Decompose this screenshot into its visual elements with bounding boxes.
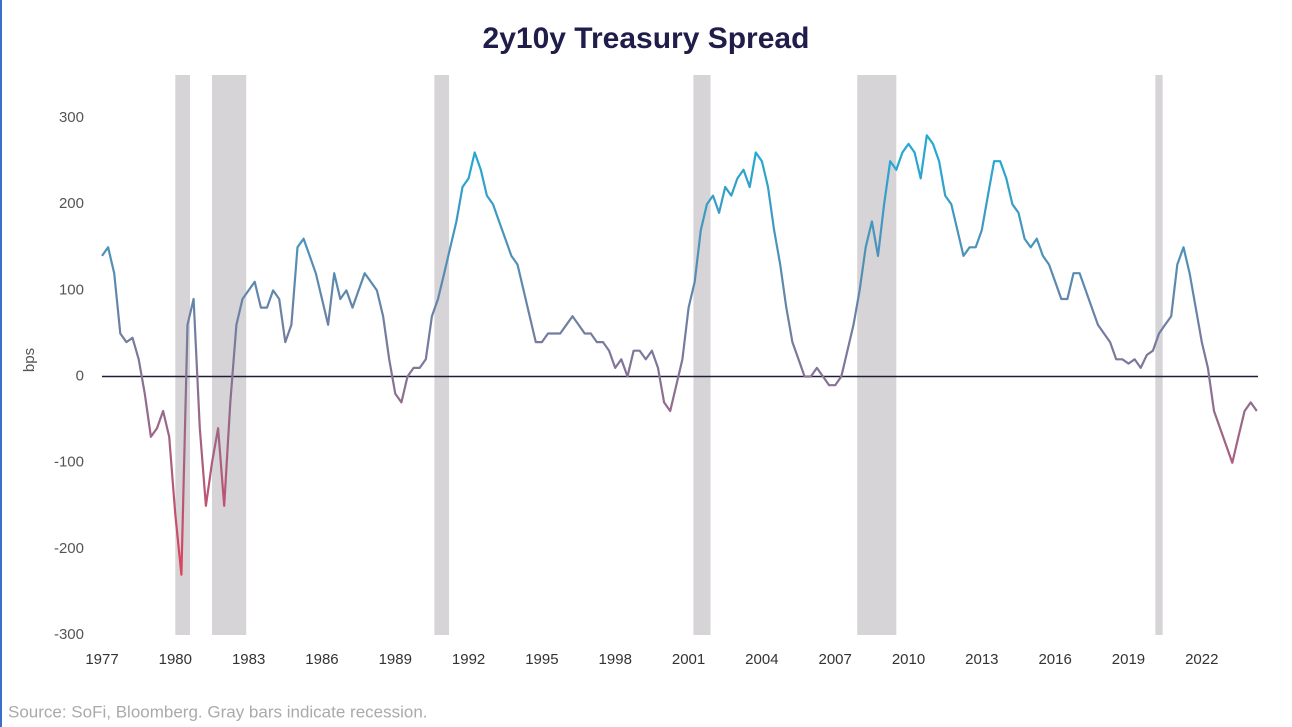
x-tick-label: 2019 bbox=[1112, 651, 1145, 668]
spread-line bbox=[101, 134, 1258, 576]
x-tick-label: 1998 bbox=[599, 651, 632, 668]
recession-bar bbox=[175, 75, 190, 635]
chart-title: 2y10y Treasury Spread bbox=[483, 22, 810, 55]
recession-bar bbox=[434, 75, 450, 635]
recession-bar bbox=[693, 75, 711, 635]
x-tick-label: 2010 bbox=[892, 651, 925, 668]
x-tick-label: 2007 bbox=[819, 651, 852, 668]
y-axis-label: bps bbox=[21, 348, 38, 372]
y-tick-label: -200 bbox=[54, 540, 84, 557]
y-tick-label: -100 bbox=[54, 454, 84, 471]
x-tick-label: 2004 bbox=[745, 651, 778, 668]
x-tick-label: 1986 bbox=[305, 651, 338, 668]
recession-bar bbox=[857, 75, 897, 635]
y-tick-label: 300 bbox=[59, 109, 84, 126]
x-tick-label: 1977 bbox=[85, 651, 118, 668]
x-tick-label: 1980 bbox=[159, 651, 192, 668]
y-tick-label: -300 bbox=[54, 626, 84, 643]
recession-bar bbox=[1155, 75, 1163, 635]
x-tick-label: 1992 bbox=[452, 651, 485, 668]
y-tick-label: 200 bbox=[59, 195, 84, 212]
x-tick-label: 1989 bbox=[379, 651, 412, 668]
y-tick-label: 0 bbox=[76, 368, 84, 385]
y-tick-label: 100 bbox=[59, 281, 84, 298]
x-tick-label: 1983 bbox=[232, 651, 265, 668]
x-tick-label: 2013 bbox=[965, 651, 998, 668]
x-tick-label: 2022 bbox=[1185, 651, 1218, 668]
x-tick-label: 1995 bbox=[525, 651, 558, 668]
x-tick-label: 2016 bbox=[1038, 651, 1071, 668]
recession-bar bbox=[211, 75, 247, 635]
x-tick-label: 2001 bbox=[672, 651, 705, 668]
source-note: Source: SoFi, Bloomberg. Gray bars indic… bbox=[8, 702, 428, 721]
page-border bbox=[0, 0, 2, 727]
